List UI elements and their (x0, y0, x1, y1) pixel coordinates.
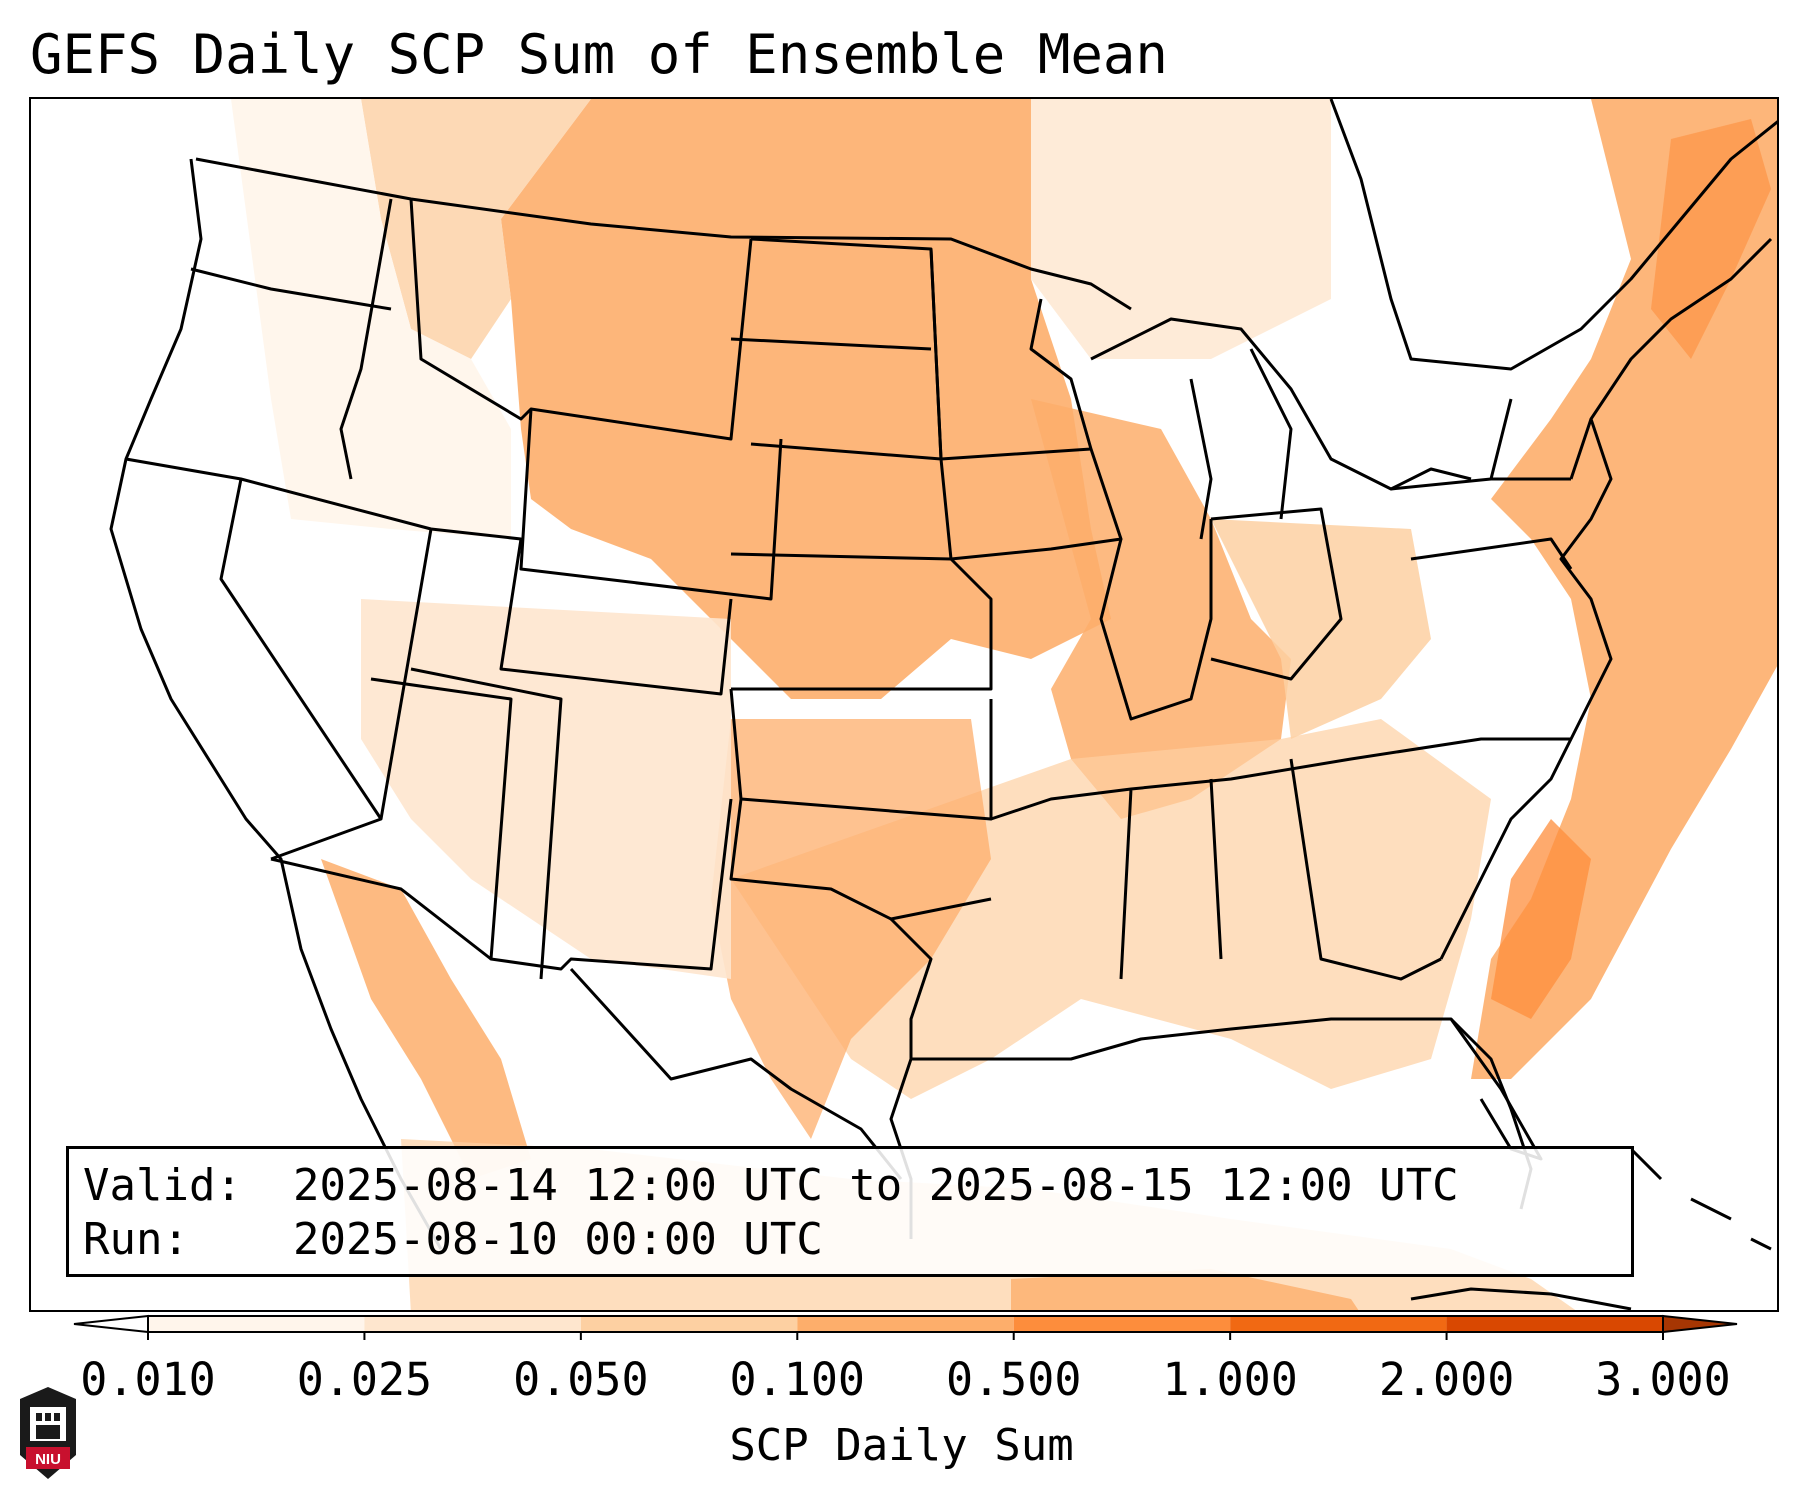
colorbar-tick-label: 2.000 (1378, 1353, 1515, 1406)
great-lakes-outline (1090, 317, 1472, 540)
run-label: Run: (83, 1214, 189, 1265)
valid-time-box: Valid: 2025-08-14 12:00 UTC to 2025-08-15… (66, 1146, 1634, 1277)
atlantic-coast (1439, 237, 1773, 960)
ca-nv-border (219, 478, 383, 820)
wa-or-border (190, 267, 392, 311)
colorbar-bin (148, 1316, 365, 1332)
niu-logo: NIU (20, 1387, 76, 1479)
colorbar-tick-label: 0.500 (945, 1353, 1082, 1406)
il-in-border (1099, 519, 1213, 721)
shade-ohio-valley (1211, 519, 1431, 739)
canada-us-border (195, 157, 1132, 311)
wy-border (519, 408, 783, 601)
colorbar-tick-label: 0.010 (80, 1353, 216, 1406)
northeast-states (1390, 398, 1593, 570)
cuba-outline (1410, 1287, 1632, 1310)
shade-midwest (1031, 399, 1291, 819)
map-panel (29, 97, 1779, 1312)
colorbar-over-extend (1662, 1314, 1738, 1334)
gulf-coast (889, 917, 1543, 1161)
colorbar-bin (1230, 1316, 1447, 1332)
colorbar-ticks (147, 1332, 1664, 1340)
map-title: GEFS Daily SCP Sum of Ensemble Mean (30, 23, 1168, 86)
shade-texas (711, 719, 991, 1139)
valid-label: Valid: (83, 1160, 242, 1211)
four-corners (410, 667, 563, 980)
canadian-coast (1329, 99, 1777, 371)
run-row: Run: 2025-08-10 00:00 UTC (83, 1213, 1631, 1267)
colorbar-tick-label: 0.100 (729, 1353, 866, 1406)
valid-value: 2025-08-14 12:00 UTC to 2025-08-15 12:00… (293, 1160, 1459, 1211)
colorbar-bin (1013, 1316, 1231, 1332)
colorbar-tick-label: 3.000 (1595, 1353, 1731, 1406)
shade-atlantic-strong (1491, 819, 1591, 1019)
boundary-lines (109, 99, 1777, 1310)
colorbar-bin (364, 1316, 581, 1332)
shade-mexico-west (321, 859, 531, 1179)
valid-row: Valid: 2025-08-14 12:00 UTC to 2025-08-15… (83, 1159, 1631, 1213)
colorbar-tick-label: 1.000 (1162, 1353, 1298, 1406)
colorbar-bin (580, 1316, 798, 1332)
id-east-border (339, 198, 393, 480)
shade-caribbean (1011, 1269, 1359, 1310)
shade-northeast (1471, 99, 1777, 1079)
nv-ut-az (270, 528, 433, 861)
pacific-coastline (109, 158, 443, 1250)
colorbar (73, 1314, 1738, 1340)
colorbar-bin (797, 1316, 1014, 1332)
colorbar-tick-label: 0.050 (513, 1353, 649, 1406)
shade-southwest-light (361, 599, 731, 979)
colorbar-bins (73, 1314, 1738, 1334)
colorbar-tick-label: 0.025 (296, 1353, 433, 1406)
az-nm-border (370, 677, 733, 971)
niu-logo-text: NIU (35, 1451, 61, 1468)
mt-border (409, 198, 753, 441)
bahamas (1629, 1147, 1772, 1251)
colorbar-bin (1446, 1316, 1663, 1332)
us-mexico-border (270, 857, 903, 1180)
colorbar-label: SCP Daily Sum (729, 1420, 1074, 1471)
shade-maine-strong (1651, 119, 1771, 359)
run-value: 2025-08-10 00:00 UTC (293, 1214, 823, 1265)
colorbar-outline (147, 1315, 1664, 1333)
oh-border (1210, 507, 1343, 681)
ok-border (729, 688, 993, 921)
map-canvas (109, 99, 1777, 1310)
shade-montana-light (361, 99, 591, 359)
scp-shading (231, 99, 1777, 1310)
southeast-borders (990, 737, 1571, 981)
ut-co-border (430, 527, 733, 696)
colorbar-under-extend (73, 1314, 149, 1334)
shade-northern-plains (501, 99, 1111, 699)
